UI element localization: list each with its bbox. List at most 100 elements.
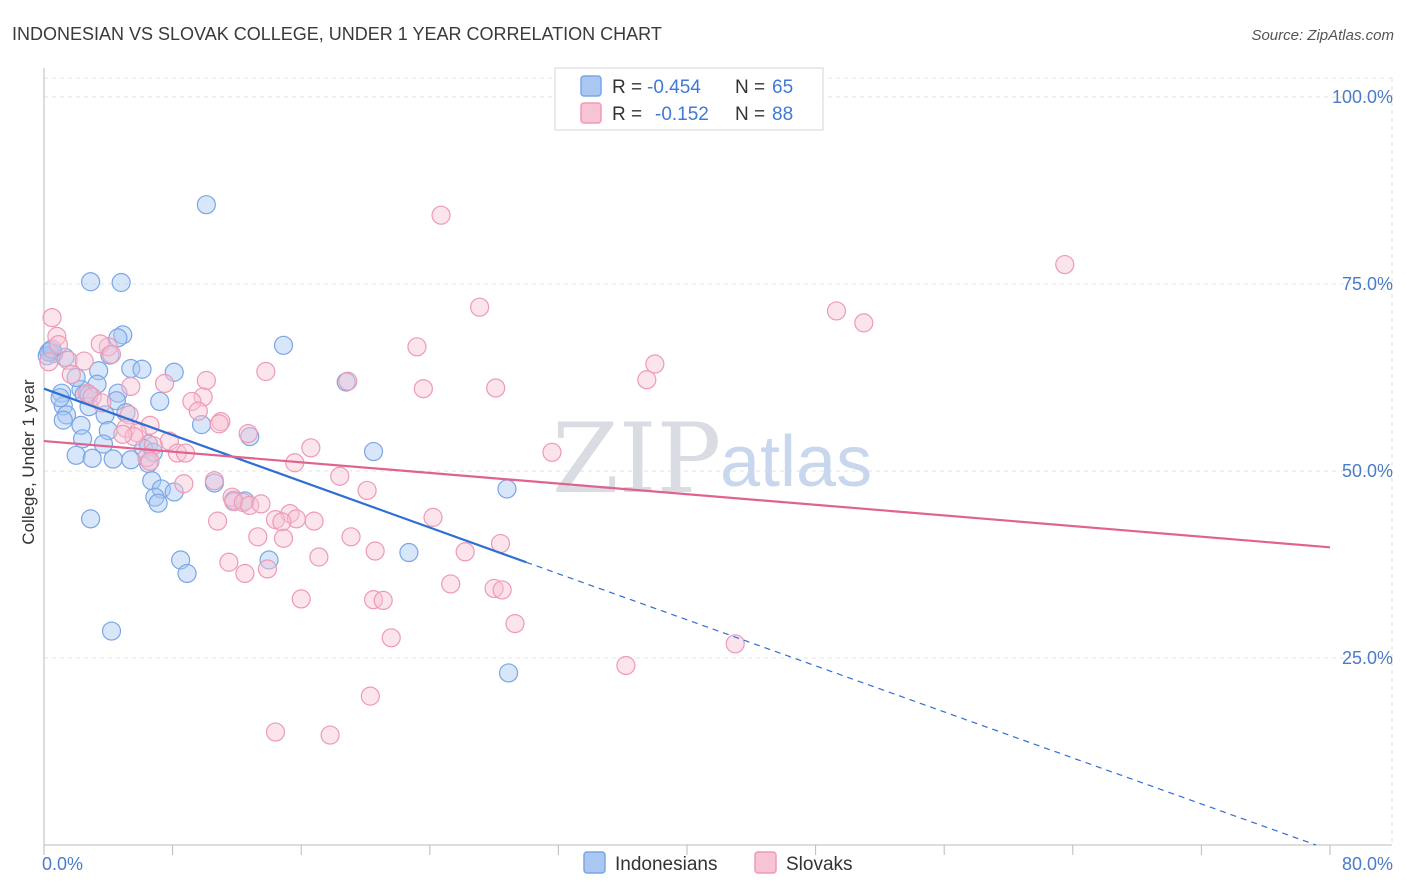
point-slovaks-22 (486, 378, 506, 398)
chart-source: Source: ZipAtlas.com (1251, 27, 1394, 44)
point-indonesians-49 (164, 482, 184, 502)
point-slovaks-52 (224, 492, 244, 512)
point-slovaks-10 (407, 337, 427, 357)
point-slovaks-12 (58, 350, 78, 370)
chart-title: INDONESIAN VS SLOVAK COLLEGE, UNDER 1 YE… (12, 24, 662, 44)
point-slovaks-71 (257, 559, 278, 579)
point-slovaks-86 (39, 352, 59, 372)
bottom-legend-label-slovaks: Slovaks (786, 854, 853, 875)
watermark-zip: ZIP (552, 403, 721, 515)
point-indonesians-13 (132, 359, 152, 379)
point-indonesians-50 (145, 487, 165, 507)
point-slovaks-36 (238, 424, 258, 444)
x-tick-label-1: 80.0% (1342, 854, 1393, 874)
legend-n-label-2: N = (735, 104, 765, 125)
point-indonesians-38 (363, 441, 384, 462)
point-slovaks-78 (291, 589, 311, 609)
point-indonesians-29 (53, 410, 73, 430)
point-slovaks-14 (645, 354, 665, 374)
point-slovaks-67 (365, 541, 385, 561)
point-indonesians-51 (148, 493, 168, 513)
point-slovaks-75 (492, 580, 512, 600)
trend-line-slovaks (43, 439, 1331, 549)
point-slovaks-5 (42, 308, 62, 328)
legend-r-value-2: -0.152 (655, 104, 709, 125)
point-indonesians-58 (498, 663, 519, 683)
y-tick-label-1: 50.0% (1342, 461, 1393, 481)
point-slovaks-45 (140, 451, 160, 471)
point-slovaks-68 (455, 542, 475, 562)
point-indonesians-56 (177, 563, 197, 584)
legend-r-value-1: -0.454 (647, 77, 701, 98)
point-slovaks-11 (101, 344, 122, 364)
point-slovaks-77 (373, 590, 393, 611)
point-slovaks-48 (204, 471, 224, 491)
point-slovaks-70 (219, 552, 239, 572)
point-slovaks-55 (251, 494, 271, 514)
y-tick-label-2: 75.0% (1342, 274, 1393, 294)
point-indonesians-0 (196, 195, 216, 215)
point-indonesians-57 (101, 621, 122, 641)
point-slovaks-87 (113, 424, 133, 444)
point-slovaks-63 (341, 527, 361, 547)
point-slovaks-82 (616, 655, 636, 676)
y-tick-label-0: 25.0% (1342, 648, 1393, 668)
point-slovaks-49 (174, 474, 194, 494)
legend-bottom: Indonesians Slovaks (583, 851, 853, 875)
point-slovaks-27 (182, 391, 202, 412)
point-slovaks-81 (725, 634, 745, 654)
point-slovaks-74 (484, 578, 504, 599)
bottom-legend-swatch-slovaks (754, 851, 777, 874)
point-slovaks-2 (470, 297, 490, 317)
point-slovaks-15 (256, 361, 276, 382)
y-axis-label: College, Under 1 year (19, 379, 38, 545)
legend-r-label-1: R = (612, 77, 642, 98)
point-slovaks-7 (48, 334, 69, 355)
legend-top: R = -0.454 N = 65 R = -0.152 N = 88 (554, 67, 824, 131)
point-slovaks-26 (193, 387, 213, 407)
point-slovaks-35 (127, 423, 147, 443)
point-indonesians-48 (497, 479, 517, 499)
point-slovaks-18 (338, 371, 358, 391)
trend-line-extension-indonesians (526, 561, 1317, 846)
point-slovaks-50 (357, 480, 377, 501)
point-slovaks-23 (413, 379, 433, 399)
point-indonesians-53 (399, 542, 419, 563)
point-indonesians-5 (273, 335, 294, 355)
watermark: ZIP atlas (552, 403, 872, 515)
x-tick-label-0: 0.0% (42, 854, 83, 874)
trend-lines (43, 387, 1331, 846)
point-indonesians-52 (81, 509, 101, 529)
point-indonesians-23 (150, 391, 170, 412)
legend-swatch-indonesians (580, 75, 602, 97)
point-slovaks-41 (542, 442, 562, 462)
point-slovaks-29 (188, 401, 208, 421)
point-slovaks-72 (235, 563, 255, 584)
point-slovaks-1 (1055, 254, 1075, 275)
point-slovaks-3 (826, 301, 847, 321)
legend-n-label-1: N = (735, 77, 765, 98)
y-tick-label-3: 100.0% (1332, 87, 1393, 107)
series-indonesians (37, 195, 519, 683)
point-slovaks-65 (273, 528, 294, 548)
point-indonesians-28 (56, 405, 77, 425)
legend-n-value-1: 65 (772, 77, 793, 98)
x-axis-ticks: 0.0% 80.0% (42, 854, 1393, 874)
point-indonesians-35 (93, 434, 114, 454)
point-indonesians-59 (39, 342, 59, 362)
point-slovaks-13 (74, 351, 94, 371)
point-slovaks-32 (209, 414, 229, 434)
point-slovaks-57 (423, 507, 443, 527)
point-slovaks-83 (360, 686, 380, 706)
point-indonesians-33 (240, 426, 260, 447)
point-indonesians-39 (66, 445, 86, 465)
point-indonesians-1 (81, 272, 101, 292)
point-slovaks-21 (121, 376, 141, 397)
point-slovaks-61 (208, 511, 228, 531)
legend-r-label-2: R = (612, 104, 642, 125)
point-slovaks-62 (272, 512, 292, 532)
point-slovaks-40 (301, 438, 321, 458)
point-slovaks-76 (363, 590, 384, 610)
watermark-atlas: atlas (720, 422, 872, 502)
